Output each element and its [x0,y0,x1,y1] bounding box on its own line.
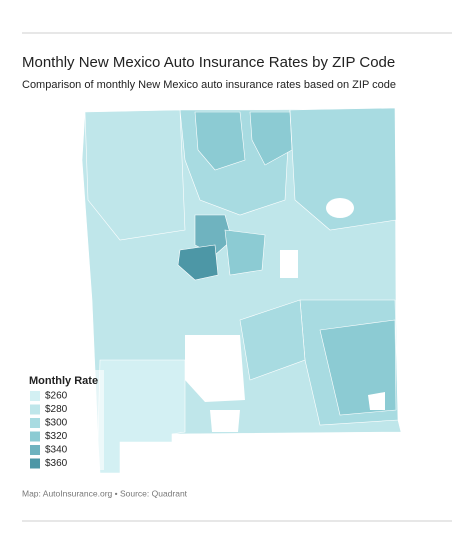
legend-label: $280 [45,404,68,415]
legend-label: $360 [45,458,68,469]
region [194,214,233,256]
region [319,319,397,416]
legend-swatch [30,404,40,415]
legend-swatch [30,391,40,401]
title: Monthly New Mexico Auto Insurance Rates … [22,54,395,71]
map [81,107,402,474]
region [249,111,293,166]
legend: Monthly Rate $260 $280 $300 $320 $340 $360 [24,370,104,470]
legend-label: $300 [45,418,68,429]
legend-label: $320 [45,431,68,442]
region [194,111,246,171]
unpopulated-area [185,335,245,402]
region [239,299,306,381]
region [97,359,186,474]
region [177,244,219,281]
unpopulated-area [368,392,385,410]
region [289,107,397,231]
legend-swatch [30,458,40,469]
legend-label: $260 [45,391,68,402]
unpopulated-area [210,410,240,432]
source-note: Map: AutoInsurance.org • Source: Quadran… [22,488,188,498]
region [84,109,186,241]
region [224,229,266,276]
unpopulated-area [326,198,354,218]
legend-swatch [30,445,40,455]
legend-swatch [30,431,40,442]
legend-swatch [30,418,40,428]
subtitle: Comparison of monthly New Mexico auto in… [22,79,396,91]
legend-label: $340 [45,445,68,456]
legend-title: Monthly Rate [29,375,98,387]
unpopulated-area [280,250,298,278]
